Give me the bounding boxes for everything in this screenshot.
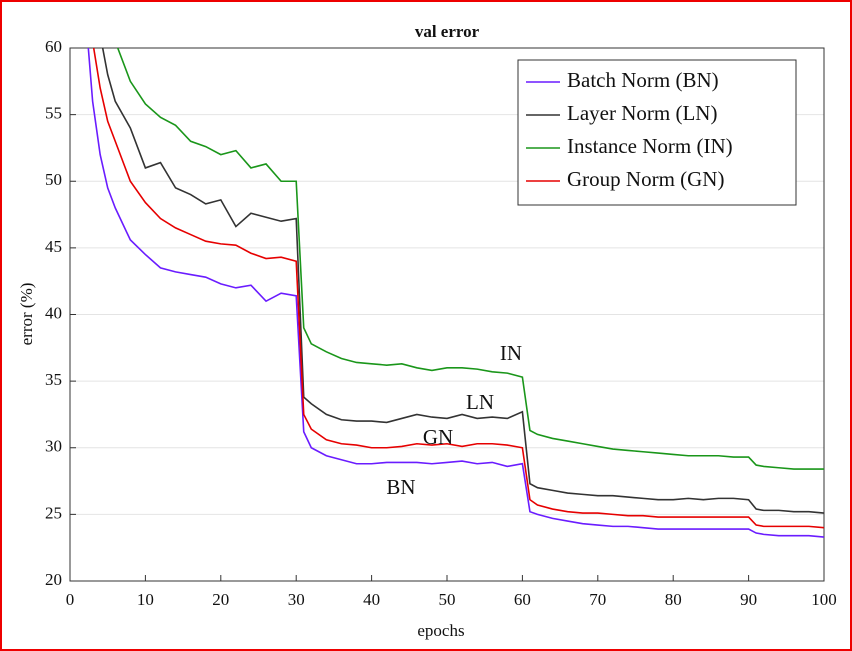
legend-label: Instance Norm (IN) [567,134,733,158]
y-tick-label: 20 [45,570,62,589]
y-tick-label: 25 [45,503,62,522]
x-tick-label: 20 [212,590,229,609]
annotation: LN [466,390,494,414]
x-axis-label: epochs [417,621,464,640]
y-tick-label: 55 [45,104,62,123]
y-axis-label: error (%) [17,283,36,346]
y-tick-label: 45 [45,237,62,256]
plot-area [87,48,824,538]
x-tick-label: 90 [740,590,757,609]
x-tick-label: 30 [288,590,305,609]
series-line [92,48,824,529]
chart-title: val error [415,22,480,41]
y-tick-label: 50 [45,170,62,189]
legend-label: Group Norm (GN) [567,167,724,191]
y-tick-label: 35 [45,370,62,389]
annotation: BN [386,475,415,499]
series-line [116,48,824,470]
plot-border [69,47,825,582]
y-tick-label: 30 [45,437,62,456]
x-tick-label: 50 [439,590,456,609]
x-tick-label: 60 [514,590,531,609]
x-tick-label: 70 [589,590,606,609]
y-tick-label: 60 [45,37,62,56]
legend-label: Batch Norm (BN) [567,68,719,92]
x-tick-label: 100 [811,590,837,609]
x-tick-label: 40 [363,590,380,609]
x-tick-label: 10 [137,590,154,609]
legend-box [517,59,797,206]
annotation: IN [500,341,522,365]
annotation: GN [423,425,453,449]
x-tick-label: 0 [66,590,75,609]
series-line [101,48,824,514]
y-tick-label: 40 [45,303,62,322]
x-tick-label: 80 [665,590,682,609]
legend-label: Layer Norm (LN) [567,101,717,125]
series-line [87,48,824,538]
